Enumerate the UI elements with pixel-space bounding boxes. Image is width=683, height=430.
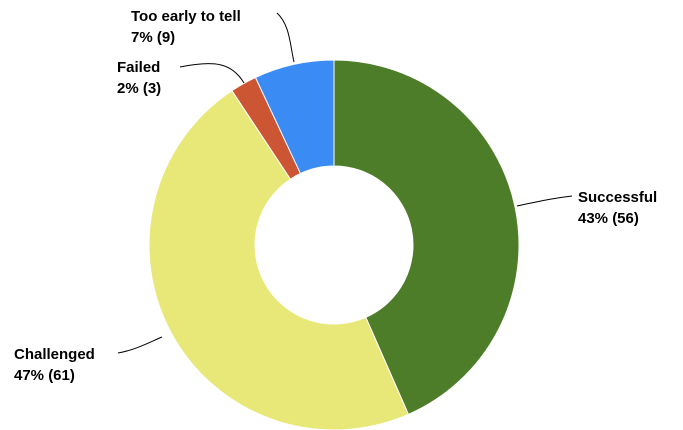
slice-label-failed-name: Failed [117, 59, 160, 76]
leader-line-successful [516, 195, 573, 207]
slice-challenged [148, 90, 410, 430]
leader-line-challenged [117, 336, 163, 354]
slice-too-early-to-tell [254, 59, 335, 175]
leader-line-too-early [276, 12, 295, 63]
slice-successful [333, 59, 520, 416]
labels-group: Successful 43% (56) Challenged 47% (61) … [14, 8, 657, 384]
slices-group [148, 59, 520, 430]
slice-label-too-early-value: 7% (9) [131, 29, 175, 46]
slice-label-successful-value: 43% (56) [578, 210, 639, 227]
slice-label-successful-name: Successful [578, 189, 657, 206]
leader-line-failed [179, 63, 245, 84]
slice-label-failed-value: 2% (3) [117, 80, 161, 97]
slice-label-challenged-value: 47% (61) [14, 367, 75, 384]
slice-label-too-early-name: Too early to tell [131, 8, 241, 25]
slice-label-challenged-name: Challenged [14, 346, 95, 363]
